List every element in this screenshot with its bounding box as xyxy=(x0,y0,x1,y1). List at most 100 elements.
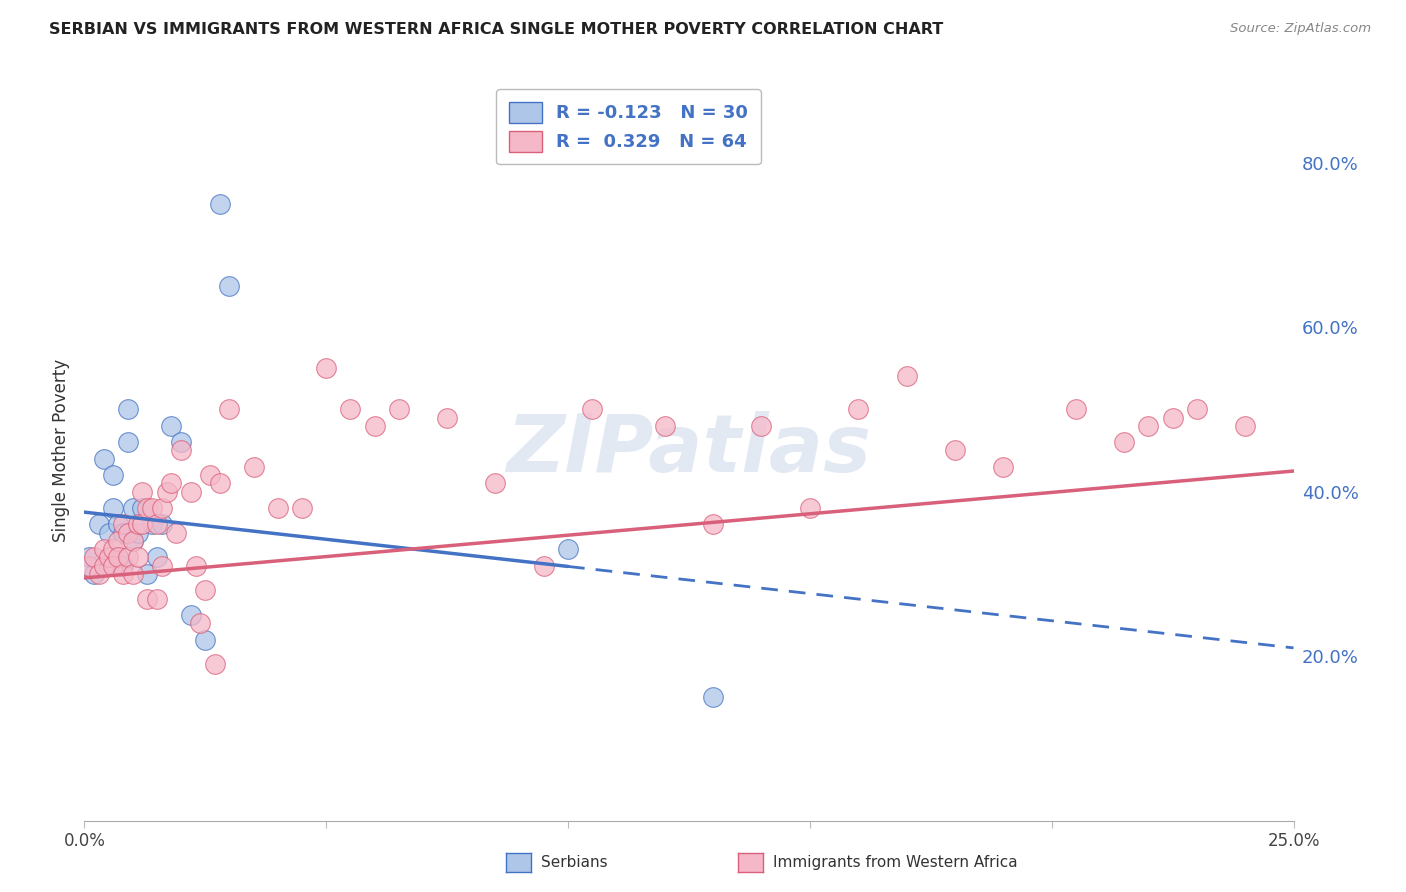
Point xyxy=(103,468,125,483)
Point xyxy=(339,402,361,417)
Point xyxy=(267,501,290,516)
Point xyxy=(117,550,139,565)
Point xyxy=(77,558,100,573)
Point xyxy=(121,566,143,581)
Point xyxy=(160,476,183,491)
Point xyxy=(117,525,139,540)
Point xyxy=(751,418,773,433)
Point xyxy=(388,402,411,417)
Point xyxy=(93,542,115,557)
Point xyxy=(204,657,226,672)
Point xyxy=(363,418,385,433)
Point xyxy=(799,501,821,516)
Point xyxy=(121,533,143,548)
Point xyxy=(208,196,231,211)
Point xyxy=(131,501,153,516)
Point xyxy=(1114,435,1136,450)
Point xyxy=(150,501,173,516)
Point xyxy=(165,525,187,540)
Point xyxy=(160,418,183,433)
Point xyxy=(103,558,125,573)
Point xyxy=(218,402,240,417)
Y-axis label: Single Mother Poverty: Single Mother Poverty xyxy=(52,359,70,542)
Point xyxy=(315,361,337,376)
Point xyxy=(107,550,129,565)
Point xyxy=(993,459,1015,474)
Point xyxy=(121,501,143,516)
Point xyxy=(242,459,264,474)
Point xyxy=(654,418,676,433)
Point xyxy=(1185,402,1208,417)
Point xyxy=(112,566,135,581)
Point xyxy=(83,550,105,565)
Point xyxy=(150,517,173,532)
Point xyxy=(127,525,149,540)
Point xyxy=(180,484,202,499)
Text: Source: ZipAtlas.com: Source: ZipAtlas.com xyxy=(1230,22,1371,36)
Point xyxy=(170,435,193,450)
Point xyxy=(484,476,506,491)
Point xyxy=(146,591,169,606)
Point xyxy=(702,517,724,532)
Point xyxy=(87,566,110,581)
Point xyxy=(702,690,724,705)
Point xyxy=(93,558,115,573)
Point xyxy=(77,550,100,565)
Point xyxy=(146,550,169,565)
Point xyxy=(436,410,458,425)
Point xyxy=(97,558,120,573)
Point xyxy=(127,517,149,532)
Point xyxy=(136,501,159,516)
Point xyxy=(184,558,207,573)
Point xyxy=(112,525,135,540)
Point xyxy=(581,402,603,417)
Point xyxy=(112,517,135,532)
Point xyxy=(170,443,193,458)
Point xyxy=(180,607,202,622)
Point xyxy=(112,558,135,573)
Point xyxy=(141,501,163,516)
Point xyxy=(107,517,129,532)
Point xyxy=(1161,410,1184,425)
Point xyxy=(83,566,105,581)
Point xyxy=(117,435,139,450)
Point xyxy=(943,443,966,458)
Point xyxy=(155,484,177,499)
Point xyxy=(103,501,125,516)
Point xyxy=(1234,418,1257,433)
Point xyxy=(136,566,159,581)
Point xyxy=(218,279,240,293)
Point xyxy=(103,542,125,557)
Point xyxy=(533,558,555,573)
Point xyxy=(190,616,212,631)
Point xyxy=(131,517,153,532)
Point xyxy=(194,632,217,647)
Point xyxy=(1137,418,1160,433)
Point xyxy=(107,533,129,548)
Point xyxy=(131,484,153,499)
Point xyxy=(141,517,163,532)
Point xyxy=(97,525,120,540)
Point xyxy=(127,550,149,565)
Point xyxy=(87,517,110,532)
Text: Serbians: Serbians xyxy=(541,855,607,870)
Point xyxy=(198,468,221,483)
Point xyxy=(557,542,579,557)
Point xyxy=(1064,402,1087,417)
Point xyxy=(97,550,120,565)
Point xyxy=(896,369,918,384)
Point xyxy=(208,476,231,491)
Point xyxy=(146,517,169,532)
Text: SERBIAN VS IMMIGRANTS FROM WESTERN AFRICA SINGLE MOTHER POVERTY CORRELATION CHAR: SERBIAN VS IMMIGRANTS FROM WESTERN AFRIC… xyxy=(49,22,943,37)
Text: ZIPatlas: ZIPatlas xyxy=(506,411,872,490)
Text: Immigrants from Western Africa: Immigrants from Western Africa xyxy=(773,855,1018,870)
Point xyxy=(846,402,869,417)
Point xyxy=(150,558,173,573)
Point xyxy=(136,591,159,606)
Point xyxy=(93,451,115,466)
Point xyxy=(291,501,314,516)
Legend: R = -0.123   N = 30, R =  0.329   N = 64: R = -0.123 N = 30, R = 0.329 N = 64 xyxy=(496,89,761,164)
Point xyxy=(107,550,129,565)
Point xyxy=(194,583,217,598)
Point xyxy=(121,533,143,548)
